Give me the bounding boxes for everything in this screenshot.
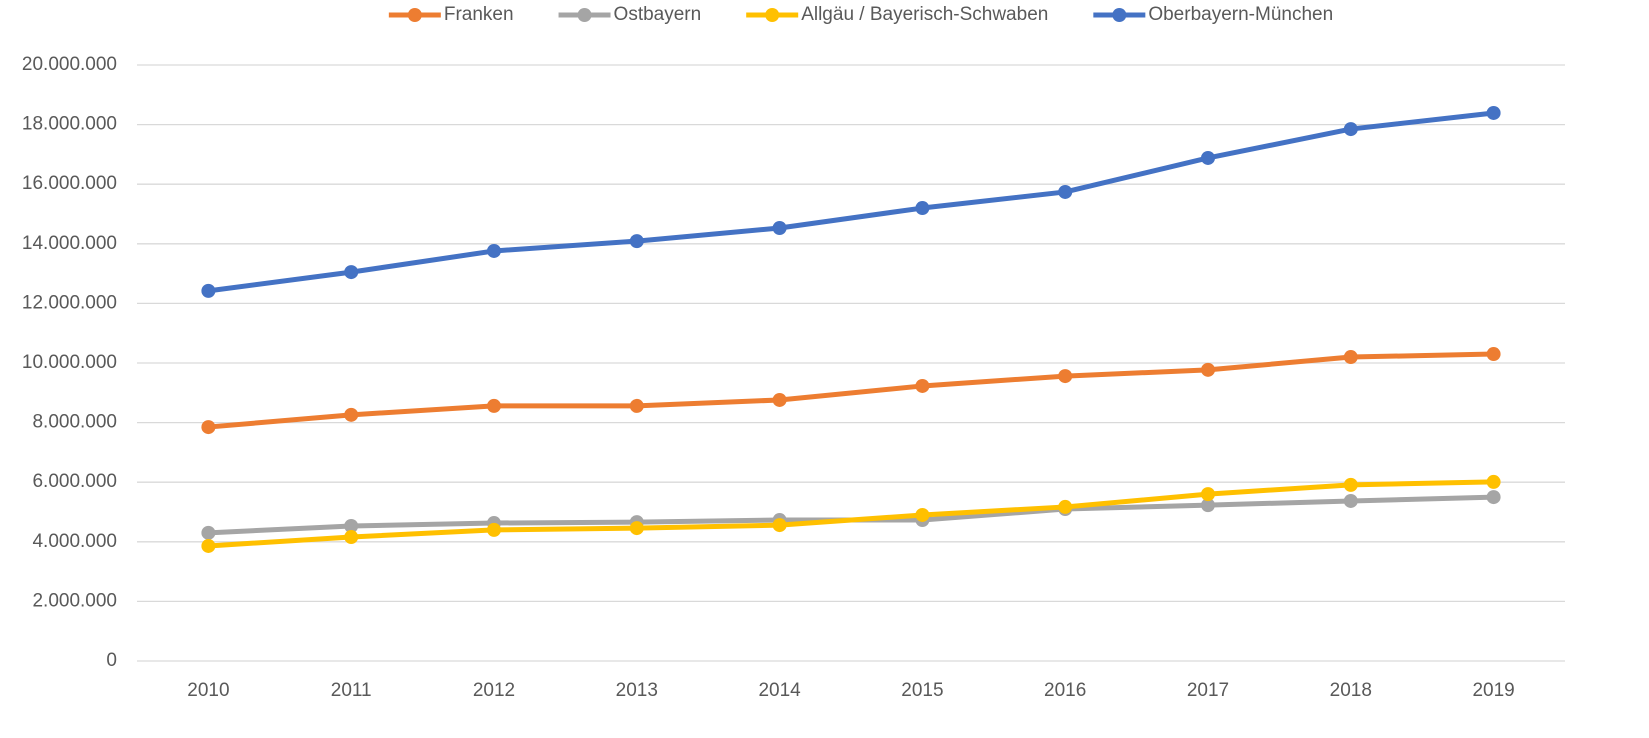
series-line: [208, 351, 1494, 430]
legend-item: Oberbayern-München: [1093, 4, 1333, 25]
data-point: [915, 201, 930, 216]
data-point: [344, 519, 359, 534]
data-point: [344, 265, 359, 280]
y-tick-label: 4.000.000: [32, 531, 117, 552]
x-tick-label: 2018: [1330, 680, 1372, 701]
x-tick-label: 2019: [1472, 680, 1514, 701]
y-tick-label: 8.000.000: [32, 412, 117, 433]
data-point: [1201, 150, 1215, 165]
data-point: [487, 398, 501, 413]
data-point: [1486, 490, 1501, 505]
legend: Franken Ostbayern Allgäu / Bayerisch-Schwa…: [388, 4, 1333, 25]
data-point: [344, 407, 359, 422]
data-point: [1058, 369, 1073, 384]
data-point: [629, 234, 644, 249]
data-point: [201, 538, 216, 553]
legend-marker: [765, 8, 780, 22]
y-tick-label: 16.000.000: [22, 173, 117, 194]
data-point: [487, 243, 501, 258]
series-line: [208, 494, 1494, 536]
legend-item: Franken: [388, 4, 514, 25]
y-tick-label: 10.000.000: [22, 352, 117, 373]
data-point: [1201, 362, 1215, 377]
legend-marker: [407, 8, 422, 22]
x-tick-label: 2016: [1044, 680, 1086, 701]
data-point: [487, 522, 501, 537]
data-point: [1343, 477, 1358, 492]
series-line: [208, 479, 1494, 549]
x-tick-label: 2010: [187, 680, 229, 701]
x-tick-label: 2013: [616, 680, 658, 701]
legend-label: Ostbayern: [614, 4, 702, 25]
data-point: [1058, 184, 1073, 199]
y-tick-label: 2.000.000: [32, 590, 117, 611]
legend-marker: [577, 8, 592, 22]
data-point: [201, 283, 216, 298]
data-point: [1343, 122, 1358, 137]
y-tick-label: 0: [106, 650, 117, 671]
data-point: [1201, 487, 1215, 502]
y-tick-label: 18.000.000: [22, 114, 117, 135]
y-tick-label: 14.000.000: [22, 233, 117, 254]
data-point: [1201, 498, 1215, 513]
y-tick-label: 12.000.000: [22, 292, 117, 313]
x-tick-label: 2014: [758, 680, 801, 701]
x-tick-label: 2012: [473, 680, 515, 701]
data-point: [915, 507, 930, 522]
data-point: [772, 221, 787, 236]
data-point: [1486, 105, 1501, 120]
data-point: [1343, 493, 1358, 508]
legend-marker: [1112, 8, 1127, 22]
data-point: [915, 378, 930, 393]
data-point: [629, 398, 644, 413]
x-tick-label: 2011: [331, 680, 372, 701]
data-point: [629, 521, 644, 536]
data-point: [1486, 474, 1501, 489]
y-tick-label: 20.000.000: [22, 54, 117, 75]
legend-item: Allgäu / Bayerisch-Schwaben: [746, 4, 1048, 25]
data-point: [1486, 347, 1501, 362]
legend-label: Allgäu / Bayerisch-Schwaben: [801, 4, 1048, 25]
legend-label: Franken: [444, 4, 514, 25]
legend-label: Oberbayern-München: [1148, 4, 1333, 25]
data-point: [201, 420, 216, 435]
legend-item: Ostbayern: [558, 4, 702, 25]
x-tick-label: 2015: [901, 680, 943, 701]
y-tick-label: 6.000.000: [32, 471, 117, 492]
data-point: [1058, 499, 1073, 514]
data-point: [1343, 350, 1358, 365]
series-line: [208, 110, 1494, 294]
data-point: [201, 525, 216, 540]
data-point: [344, 530, 359, 545]
data-point: [772, 392, 787, 407]
data-point: [772, 518, 787, 533]
x-tick-label: 2017: [1187, 680, 1229, 701]
